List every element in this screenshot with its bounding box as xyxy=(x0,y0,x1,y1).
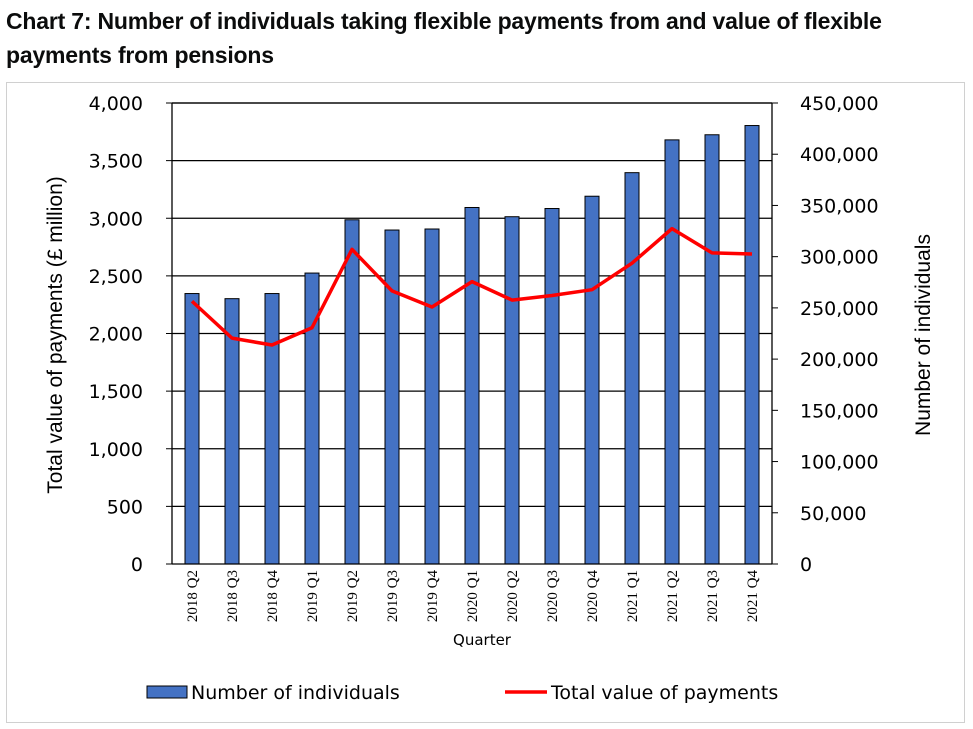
series-line xyxy=(190,226,753,347)
bar xyxy=(624,172,640,565)
left-tick-label: 2,500 xyxy=(89,266,143,288)
left-tick-label: 3,500 xyxy=(89,151,143,173)
right-tick-label: 0 xyxy=(800,554,812,576)
bar xyxy=(664,139,680,565)
x-tick-label: 2021 Q4 xyxy=(745,570,761,623)
bar xyxy=(744,125,760,565)
bar xyxy=(704,134,720,565)
left-tick-label: 3,000 xyxy=(89,208,143,230)
x-tick-label: 2019 Q4 xyxy=(425,570,441,623)
right-tick-label: 250,000 xyxy=(800,298,879,320)
left-tick-label: 1,000 xyxy=(89,439,143,461)
x-tick-label: 2018 Q2 xyxy=(185,570,201,622)
x-tick-label: 2019 Q1 xyxy=(305,570,321,622)
bar xyxy=(384,229,400,565)
x-tick-label: 2021 Q1 xyxy=(625,570,641,622)
bar xyxy=(464,206,480,565)
right-tick-label: 150,000 xyxy=(800,400,879,422)
x-tick-label: 2018 Q3 xyxy=(225,570,241,622)
right-tick-labels: 0 50,000 100,000 150,000 200,000 250,000 300,0… xyxy=(772,93,879,576)
right-tick-label: 50,000 xyxy=(800,503,866,525)
x-tick-label: 2020 Q4 xyxy=(585,570,601,623)
bar xyxy=(184,293,200,565)
x-tick-label: 2020 Q2 xyxy=(505,570,521,622)
bar xyxy=(344,219,360,565)
right-tick-label: 400,000 xyxy=(800,144,879,166)
x-tick-label: 2019 Q2 xyxy=(345,570,361,622)
legend-bar-swatch xyxy=(146,685,188,699)
left-tick-labels: 0 500 1,000 1,500 2,000 2,500 3,000 3,500 4,000 xyxy=(89,93,172,576)
bar xyxy=(504,216,520,565)
x-tick-label: 2019 Q3 xyxy=(385,570,401,622)
right-tick-label: 200,000 xyxy=(800,349,879,371)
bar xyxy=(424,228,440,565)
left-tick-label: 0 xyxy=(131,554,143,576)
legend-bar-label: Number of individuals xyxy=(191,682,400,704)
line-series xyxy=(190,226,753,347)
bar xyxy=(584,195,600,565)
bar xyxy=(544,208,560,565)
right-tick-label: 300,000 xyxy=(800,247,879,269)
legend-line-label: Total value of payments xyxy=(550,682,778,704)
chart-frame xyxy=(6,82,965,723)
left-tick-label: 1,500 xyxy=(89,381,143,403)
chart-title: Chart 7: Number of individuals taking fl… xyxy=(6,8,882,68)
x-tick-labels: 2018 Q2 2018 Q3 2018 Q4 2019 Q1 2019 Q2 2019 … xyxy=(185,570,761,623)
x-axis-label: Quarter xyxy=(453,631,512,649)
legend: Number of individuals Total value of paym… xyxy=(146,682,778,704)
bar xyxy=(264,293,280,565)
x-tick-label: 2020 Q3 xyxy=(545,570,561,622)
left-tick-label: 2,000 xyxy=(89,324,143,346)
x-tick-label: 2021 Q2 xyxy=(665,570,681,622)
x-tick-label: 2020 Q1 xyxy=(465,570,481,622)
x-tick-label: 2021 Q3 xyxy=(705,570,721,622)
left-tick-label: 4,000 xyxy=(89,93,143,115)
right-tick-label: 100,000 xyxy=(800,452,879,474)
y-axis-right-label: Number of individuals xyxy=(912,234,935,436)
right-tick-label: 350,000 xyxy=(800,195,879,217)
y-axis-left-label: Total value of payments (£ million) xyxy=(44,176,67,493)
left-tick-label: 500 xyxy=(107,496,143,518)
x-tick-label: 2018 Q4 xyxy=(265,570,281,623)
right-tick-label: 450,000 xyxy=(800,93,879,115)
